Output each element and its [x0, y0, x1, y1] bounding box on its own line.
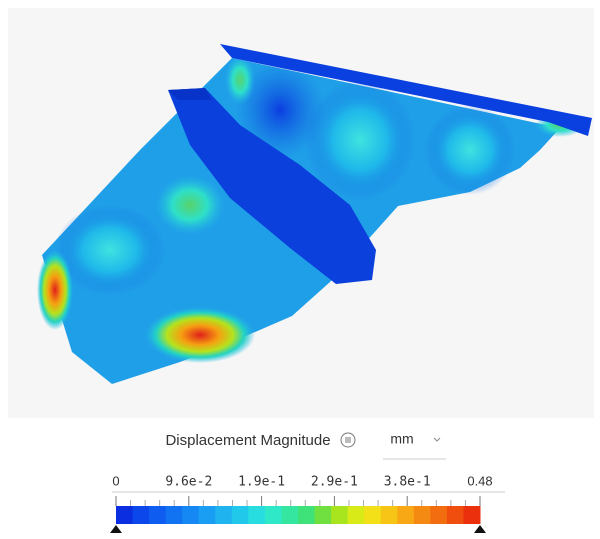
color-step — [149, 506, 166, 524]
color-step — [364, 506, 381, 524]
tick-label: 0.48 — [467, 473, 492, 488]
color-step — [182, 506, 199, 524]
menu-icon — [345, 438, 351, 442]
color-step — [298, 506, 315, 524]
color-step — [116, 506, 133, 524]
hot-spot — [145, 307, 255, 363]
viewer: Displacement Magnitude mm 0 9.6e-2 1.9e-1 2… — [0, 0, 600, 539]
min-handle[interactable] — [110, 525, 122, 533]
contour — [225, 55, 255, 105]
color-step — [348, 506, 365, 524]
color-step — [166, 506, 183, 524]
legend: Displacement Magnitude mm 0 9.6e-2 1.9e-1 2… — [110, 431, 505, 533]
page: Displacement Magnitude mm 0 9.6e-2 1.9e-1 2… — [0, 0, 600, 539]
contour — [425, 105, 515, 195]
tick-label: 9.6e-2 — [165, 475, 212, 490]
color-step — [447, 506, 464, 524]
chevron — [434, 438, 440, 441]
color-step — [265, 506, 282, 524]
color-step — [430, 506, 447, 524]
color-step — [248, 506, 265, 524]
color-step — [381, 506, 398, 524]
color-step — [397, 506, 414, 524]
color-step — [199, 506, 216, 524]
tick-label: 1.9e-1 — [238, 475, 285, 490]
tick-label: 2.9e-1 — [311, 475, 358, 490]
color-step — [232, 506, 249, 524]
contour — [155, 175, 225, 235]
color-step — [463, 506, 480, 524]
color-step — [133, 506, 150, 524]
unit-select[interactable]: mm — [390, 431, 413, 447]
tick-label: 3.8e-1 — [384, 475, 431, 490]
color-step — [215, 506, 232, 524]
legend-title: Displacement Magnitude — [165, 432, 330, 449]
hot-spot — [37, 250, 73, 330]
color-step — [331, 506, 348, 524]
max-handle[interactable] — [474, 525, 486, 533]
color-step — [414, 506, 431, 524]
color-step — [281, 506, 298, 524]
tick-label: 0 — [112, 473, 119, 488]
color-step — [315, 506, 332, 524]
